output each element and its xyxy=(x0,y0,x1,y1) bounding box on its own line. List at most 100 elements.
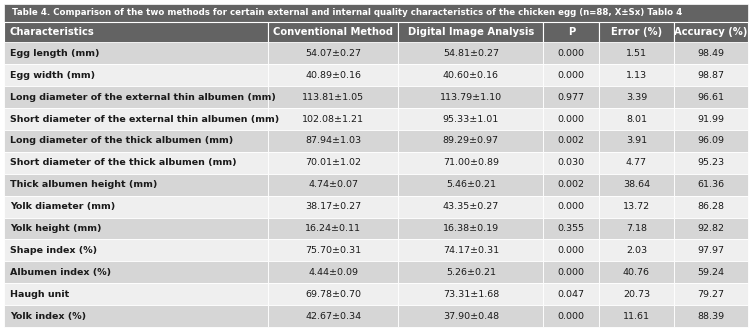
Text: Error (%): Error (%) xyxy=(611,27,662,37)
Text: Egg width (mm): Egg width (mm) xyxy=(10,71,95,80)
Bar xyxy=(544,174,599,196)
Text: 95.23: 95.23 xyxy=(697,158,724,167)
Text: Albumen index (%): Albumen index (%) xyxy=(10,268,111,277)
Text: Thick albumen height (mm): Thick albumen height (mm) xyxy=(10,180,157,189)
Text: 97.97: 97.97 xyxy=(697,246,724,255)
Text: 2.03: 2.03 xyxy=(626,246,647,255)
Text: 5.46±0.21: 5.46±0.21 xyxy=(446,180,496,189)
Text: 16.24±0.11: 16.24±0.11 xyxy=(305,224,361,233)
Bar xyxy=(4,130,268,152)
Text: 8.01: 8.01 xyxy=(626,115,647,123)
Text: 38.17±0.27: 38.17±0.27 xyxy=(305,202,361,211)
Bar xyxy=(674,305,748,327)
Bar xyxy=(544,65,599,86)
Text: 59.24: 59.24 xyxy=(697,268,724,277)
Bar xyxy=(268,196,399,217)
Bar xyxy=(674,130,748,152)
Bar xyxy=(599,65,674,86)
Bar xyxy=(4,4,748,22)
Text: 4.74±0.07: 4.74±0.07 xyxy=(308,180,358,189)
Text: Characteristics: Characteristics xyxy=(10,27,95,37)
Text: 102.08±1.21: 102.08±1.21 xyxy=(302,115,364,123)
Bar xyxy=(268,86,399,108)
Bar xyxy=(599,283,674,305)
Text: Conventional Method: Conventional Method xyxy=(273,27,393,37)
Bar xyxy=(599,130,674,152)
Bar xyxy=(399,217,544,239)
Bar xyxy=(674,108,748,130)
Bar xyxy=(674,196,748,217)
Bar xyxy=(544,283,599,305)
Bar xyxy=(544,22,599,42)
Bar xyxy=(399,305,544,327)
Bar xyxy=(544,305,599,327)
Bar xyxy=(599,86,674,108)
Text: 20.73: 20.73 xyxy=(623,290,650,299)
Text: 0.000: 0.000 xyxy=(558,49,585,58)
Text: 69.78±0.70: 69.78±0.70 xyxy=(305,290,361,299)
Bar xyxy=(399,108,544,130)
Bar xyxy=(4,22,268,42)
Text: 5.26±0.21: 5.26±0.21 xyxy=(446,268,496,277)
Bar xyxy=(268,239,399,261)
Text: 43.35±0.27: 43.35±0.27 xyxy=(443,202,499,211)
Bar xyxy=(4,42,268,65)
Bar xyxy=(674,261,748,283)
Bar xyxy=(4,239,268,261)
Bar xyxy=(674,42,748,65)
Text: 75.70±0.31: 75.70±0.31 xyxy=(305,246,361,255)
Text: Haugh unit: Haugh unit xyxy=(10,290,69,299)
Text: 91.99: 91.99 xyxy=(697,115,724,123)
Bar xyxy=(544,152,599,174)
Bar xyxy=(599,108,674,130)
Text: 4.44±0.09: 4.44±0.09 xyxy=(308,268,358,277)
Text: 1.51: 1.51 xyxy=(626,49,647,58)
Text: 98.87: 98.87 xyxy=(697,71,724,80)
Bar xyxy=(674,283,748,305)
Bar xyxy=(544,130,599,152)
Bar xyxy=(268,42,399,65)
Bar xyxy=(674,22,748,42)
Bar xyxy=(544,108,599,130)
Bar xyxy=(399,239,544,261)
Text: Long diameter of the thick albumen (mm): Long diameter of the thick albumen (mm) xyxy=(10,136,233,146)
Bar xyxy=(399,86,544,108)
Bar xyxy=(399,42,544,65)
Text: 3.39: 3.39 xyxy=(626,93,647,102)
Bar xyxy=(544,42,599,65)
Bar xyxy=(399,65,544,86)
Bar xyxy=(399,174,544,196)
Text: 79.27: 79.27 xyxy=(697,290,724,299)
Text: 0.000: 0.000 xyxy=(558,71,585,80)
Bar xyxy=(399,22,544,42)
Text: 13.72: 13.72 xyxy=(623,202,650,211)
Bar xyxy=(599,217,674,239)
Text: Digital Image Analysis: Digital Image Analysis xyxy=(408,27,534,37)
Text: 0.002: 0.002 xyxy=(558,180,585,189)
Text: 4.77: 4.77 xyxy=(626,158,647,167)
Text: 0.000: 0.000 xyxy=(558,202,585,211)
Bar xyxy=(599,305,674,327)
Text: 86.28: 86.28 xyxy=(697,202,724,211)
Text: 113.81±1.05: 113.81±1.05 xyxy=(302,93,364,102)
Bar xyxy=(4,174,268,196)
Text: 0.047: 0.047 xyxy=(558,290,585,299)
Bar xyxy=(399,283,544,305)
Bar xyxy=(599,22,674,42)
Bar xyxy=(599,196,674,217)
Text: Accuracy (%): Accuracy (%) xyxy=(674,27,747,37)
Text: 113.79±1.10: 113.79±1.10 xyxy=(440,93,502,102)
Text: 89.29±0.97: 89.29±0.97 xyxy=(443,136,499,146)
Text: 87.94±1.03: 87.94±1.03 xyxy=(305,136,361,146)
Text: Yolk index (%): Yolk index (%) xyxy=(10,311,86,320)
Text: 96.09: 96.09 xyxy=(697,136,724,146)
Text: 0.000: 0.000 xyxy=(558,311,585,320)
Text: 88.39: 88.39 xyxy=(697,311,724,320)
Text: 0.000: 0.000 xyxy=(558,268,585,277)
Text: 74.17±0.31: 74.17±0.31 xyxy=(443,246,499,255)
Text: 38.64: 38.64 xyxy=(623,180,650,189)
Text: 0.355: 0.355 xyxy=(558,224,585,233)
Bar xyxy=(544,261,599,283)
Bar xyxy=(4,196,268,217)
Bar xyxy=(599,261,674,283)
